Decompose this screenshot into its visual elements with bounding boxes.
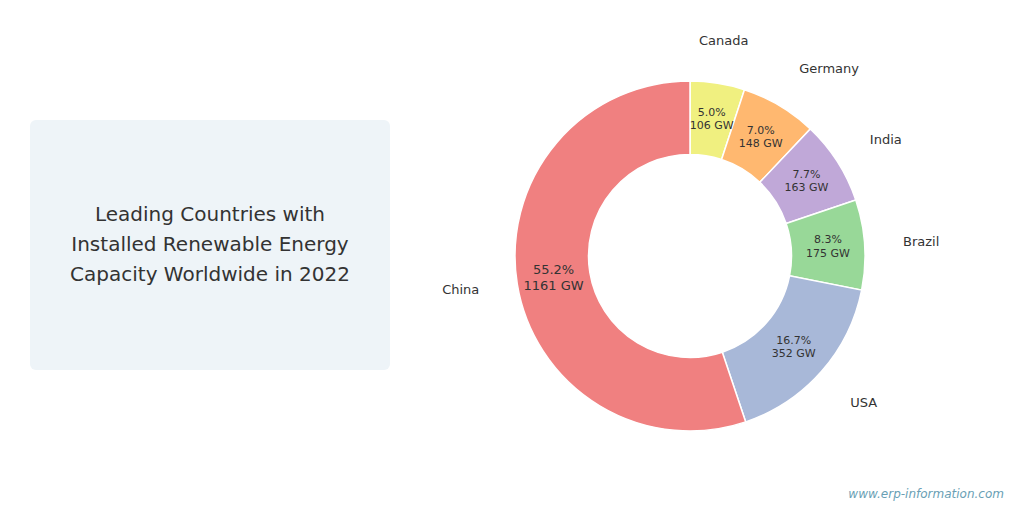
percentage-label: 8.3% <box>814 233 842 246</box>
percentage-label: 5.0% <box>698 106 726 119</box>
value-label: 163 GW <box>784 181 828 194</box>
category-label: Brazil <box>903 234 939 249</box>
value-label: 148 GW <box>739 137 783 150</box>
donut <box>515 81 865 431</box>
category-label: China <box>442 282 479 297</box>
value-label: 175 GW <box>806 247 850 260</box>
percentage-label: 16.7% <box>776 334 811 347</box>
category-label: USA <box>850 395 877 410</box>
annotation: www.erp-information.com <box>848 487 1004 501</box>
slice <box>515 81 746 431</box>
slice <box>722 276 861 422</box>
category-label: Germany <box>799 61 859 76</box>
chart: Leading Countries withInstalled Renewabl… <box>0 0 1024 512</box>
percentage-label: 7.7% <box>792 168 820 181</box>
percentage-label: 55.2% <box>533 262 574 277</box>
category-label: Canada <box>699 33 748 48</box>
percentage-label: 7.0% <box>747 124 775 137</box>
labels: 5.0%106 GW Canada 7.0%148 GW Germany 7.7%163… <box>442 33 939 409</box>
slice <box>786 200 865 290</box>
value-label: 1161 GW <box>523 278 583 293</box>
value-label: 352 GW <box>772 347 816 360</box>
title: Leading Countries withInstalled Renewabl… <box>70 202 350 286</box>
title-panel <box>30 120 390 370</box>
category-label: India <box>870 132 902 147</box>
value-label: 106 GW <box>690 119 734 132</box>
